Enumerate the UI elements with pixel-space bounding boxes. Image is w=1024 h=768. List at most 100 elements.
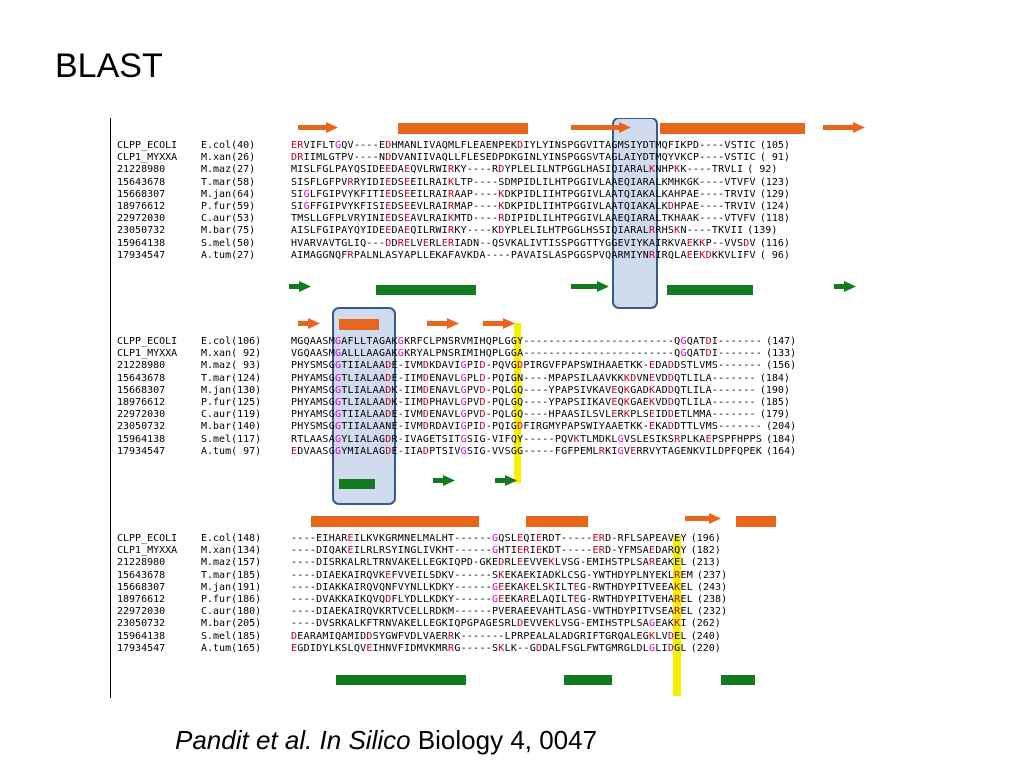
end-position: (196): [690, 533, 721, 544]
strand-bar: [721, 675, 755, 685]
sequence-id: CLP1_MYXXA: [117, 348, 178, 360]
sequence-id: 23050732: [117, 618, 166, 630]
end-position: (123): [759, 176, 790, 188]
end-position: (116): [759, 237, 790, 249]
sequence: VGQAASMGALLLAAGAKGKRYALPNSRIMIHQPLGGA---…: [291, 348, 763, 360]
end-position: (147): [766, 336, 797, 347]
end-position: ( 96): [759, 249, 790, 261]
sequence: PHYAMSGGTLIALAADK-IIMDPHAVLGPVD-PQLGQ---…: [291, 397, 756, 408]
sequence-id: 15964138: [117, 630, 166, 642]
sequence: DRIIMLGTPV----NDDVANIIVAQLLFLESEDPDKGINL…: [291, 152, 756, 164]
sequence: ERVIFLTGQV----EDHMANLIVAQMLFLEAENPEKDIYL…: [291, 140, 756, 151]
sequence: PHYSMSGGTIIALAANE-IVMDRDAVIGPID-PQIGDFIR…: [291, 421, 763, 433]
helix-bar: [660, 123, 805, 134]
sequence: DEARAMIQAMIDDSYGWFVDLVAERRK-------LPRPEA…: [291, 630, 687, 642]
alignment-row: 23050732 M.bar(75) AISLFGIPAYQYIDEEDAEQILR…: [117, 225, 777, 237]
strand-arrow: [495, 475, 517, 486]
organism-label: T.mar(185): [201, 569, 262, 581]
sequence-id: CLP1_MYXXA: [117, 545, 178, 557]
sequence: ----DVSRKALKFTRNVAKELLEGKIQPGPAGESRLDEVV…: [291, 618, 687, 630]
strand-bar: [339, 479, 375, 489]
alignment-row: 15668307 M.jan(64) SIGLFGIPVYKFITIEDSEEILR…: [117, 189, 790, 201]
sequence-id: CLPP_ECOLI: [117, 140, 178, 151]
sequence: RTLAASAGYLIALAGDR-IVAGETSITGSIG-VIFQY---…: [291, 433, 763, 445]
sequence: ----DISRKALRLTRNVAKELLEGKIQPD-GKEDRLEEVV…: [291, 557, 687, 569]
end-position: (129): [759, 188, 790, 200]
end-position: (184): [766, 433, 797, 445]
alignment-figure: CLPP_ECOLI E.col(40) ERVIFLTGQV----EDHMANL…: [110, 118, 901, 698]
organism-label: M.bar(140): [201, 421, 262, 433]
sequence: TMSLLGFPLVRYINIEDSEAVLRAIKMTD----RDIPIDL…: [291, 213, 756, 225]
end-position: (237): [697, 569, 728, 581]
slide-title: BLAST: [55, 47, 163, 85]
end-position: (118): [759, 213, 790, 225]
end-position: ( 92): [747, 164, 778, 176]
alignment-row: 18976612 P.fur(59) SIGFFGIPVYKFISIEDSEEVLR…: [117, 201, 790, 213]
alignment-row: CLP1_MYXXA M.xan( 92) VGQAASMGALLLAAGAKGKR…: [117, 348, 796, 360]
sequence: SISFLGFPVRRYIDIEDSEEILRAIKLTP----SDMPIDL…: [291, 176, 756, 188]
organism-label: E.col(106): [201, 336, 262, 347]
end-position: (179): [759, 409, 790, 421]
strand-bar: [376, 285, 476, 295]
helix-bar: [339, 319, 379, 330]
alignment-row: 15964138 S.mel(117) RTLAASAGYLIALAGDR-IVAG…: [117, 434, 796, 446]
end-position: (164): [766, 445, 797, 457]
strand-arrow: [834, 281, 856, 292]
caption-authors: Pandit et al.: [175, 725, 313, 755]
organism-label: A.tum( 97): [201, 445, 262, 457]
organism-label: T.mar(124): [201, 372, 262, 384]
organism-label: C.aur(53): [201, 213, 256, 225]
helix-arrow: [298, 122, 338, 133]
sequence-id: 21228980: [117, 164, 166, 176]
sequence: PHYSMSGGTIIALAADE-IVMDKDAVIGPID-PQVGDPIR…: [291, 360, 763, 372]
end-position: (139): [747, 225, 778, 237]
organism-label: M.maz(27): [201, 164, 256, 176]
alignment-row: 15964138 S.mel(50) HVARVAVTGLIQ---DDRELVER…: [117, 238, 790, 250]
sequence: PHYAMSGGTLIALAADE-IIMDENAVLGPLD-PQIGN---…: [291, 372, 756, 384]
alignment-row: 21228980 M.maz(157) ----DISRKALRLTRNVAKELL…: [117, 557, 721, 569]
sequence: ----DIAEKAIRQVKEFVVEILSDKV------SKEKAEKI…: [291, 569, 693, 581]
helix-bar: [311, 516, 479, 527]
sequence: AIMAGGNQFRPALNLASYAPLLEKAFAVKDA----PAVAI…: [291, 249, 756, 261]
end-position: ( 91): [759, 152, 790, 164]
sequence: MISLFGLPAYQSIDEEDAEQVLRWIRKY----RDYPLELI…: [291, 164, 744, 176]
citation-caption: Pandit et al. In Silico Biology 4, 0047: [175, 725, 597, 756]
organism-label: P.fur(59): [201, 201, 256, 212]
alignment-row: 22972030 C.aur(53) TMSLLGFPLVRYINIEDSEAVLR…: [117, 213, 790, 225]
sequence-id: 17934547: [117, 249, 166, 261]
end-position: (220): [690, 642, 721, 654]
alignment-row: 22972030 C.aur(119) PHYAMSGGTIIALAADE-IVMD…: [117, 409, 790, 421]
organism-label: E.col(148): [201, 533, 262, 544]
organism-label: A.tum(27): [201, 249, 256, 261]
caption-journal: In Silico: [319, 725, 411, 755]
organism-label: C.aur(119): [201, 409, 262, 421]
alignment-row: 15964138 S.mel(185) DEARAMIQAMIDDSYGWFVDLV…: [117, 631, 721, 643]
sequence-id: 18976612: [117, 201, 166, 212]
sequence-id: CLPP_ECOLI: [117, 336, 178, 347]
end-position: (238): [697, 594, 728, 605]
alignment-row: 21228980 M.maz( 93) PHYSMSGGTIIALAADE-IVMD…: [117, 360, 796, 372]
end-position: (184): [759, 372, 790, 384]
sequence-id: 21228980: [117, 557, 166, 569]
sequence: ----EIHAREILKVKGRMNELMALHT------GQSLEQIE…: [291, 533, 687, 544]
end-position: (124): [759, 201, 790, 212]
sequence-id: 22972030: [117, 409, 166, 421]
strand-arrow: [289, 281, 311, 292]
sequence-id: 15668307: [117, 581, 166, 593]
organism-label: M.xan(134): [201, 545, 262, 557]
sequence-id: 15964138: [117, 237, 166, 249]
organism-label: M.bar(75): [201, 225, 256, 237]
alignment-row: CLPP_ECOLI E.col(106) MGQAASMGAFLLTAGAKGKR…: [117, 336, 796, 348]
sequence-id: 15643678: [117, 176, 166, 188]
alignment-row: 17934547 A.tum(165) EGDIDYLKSLQVEIHNVFIDMV…: [117, 643, 721, 655]
alignment-row: 18976612 P.fur(186) ----DVAKKAIKQVQDFLYDLL…: [117, 594, 727, 606]
alignment-row: CLP1_MYXXA M.xan(26) DRIIMLGTPV----NDDVANI…: [117, 152, 790, 164]
sequence: PHYAMSGGTLIALAADK-IIMDENAVLGPVD-PQLGQ---…: [291, 384, 756, 396]
alignment-row: 15643678 T.mar(58) SISFLGFPVRRYIDIEDSEEILR…: [117, 177, 790, 189]
end-position: (204): [766, 421, 797, 433]
end-position: (243): [697, 581, 728, 593]
organism-label: P.fur(186): [201, 594, 262, 605]
end-position: (232): [697, 606, 728, 618]
strand-bar: [336, 675, 466, 685]
alignment-row: 15668307 M.jan(191) ----DIAKKAIRQVQNFVYNLL…: [117, 582, 727, 594]
